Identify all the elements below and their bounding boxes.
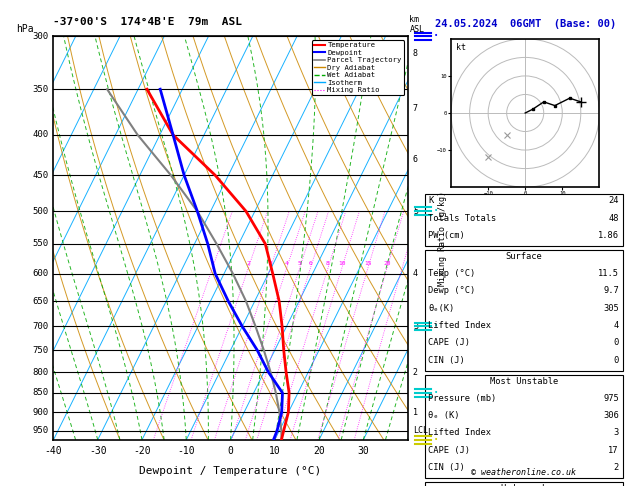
Text: θₑ(K): θₑ(K) (428, 304, 455, 313)
Text: PW (cm): PW (cm) (428, 231, 465, 240)
Text: Pressure (mb): Pressure (mb) (428, 394, 497, 403)
Text: 0: 0 (614, 356, 619, 364)
Text: 11.5: 11.5 (598, 269, 619, 278)
Text: 4: 4 (614, 321, 619, 330)
Text: Totals Totals: Totals Totals (428, 214, 497, 223)
Text: CAPE (J): CAPE (J) (428, 446, 470, 455)
Text: 450: 450 (32, 171, 48, 180)
Text: Hodograph: Hodograph (500, 484, 547, 486)
Text: •: • (434, 437, 438, 443)
Text: K: K (428, 196, 433, 206)
Text: 850: 850 (32, 388, 48, 398)
Text: Most Unstable: Most Unstable (489, 377, 558, 386)
Text: CAPE (J): CAPE (J) (428, 338, 470, 347)
Legend: Temperature, Dewpoint, Parcel Trajectory, Dry Adiabat, Wet Adiabat, Isotherm, Mi: Temperature, Dewpoint, Parcel Trajectory… (311, 40, 404, 95)
Text: •: • (434, 323, 438, 330)
Text: 1: 1 (413, 408, 418, 417)
Text: 2: 2 (247, 261, 250, 266)
Text: 8: 8 (326, 261, 330, 266)
Text: •: • (434, 34, 438, 39)
Text: 24.05.2024  06GMT  (Base: 00): 24.05.2024 06GMT (Base: 00) (435, 19, 616, 30)
Text: 306: 306 (603, 411, 619, 420)
Text: 600: 600 (32, 269, 48, 278)
Text: θₑ (K): θₑ (K) (428, 411, 460, 420)
Text: Lifted Index: Lifted Index (428, 429, 491, 437)
Text: 20: 20 (383, 261, 391, 266)
Text: 975: 975 (603, 394, 619, 403)
Text: 24: 24 (608, 196, 619, 206)
Text: •: • (434, 390, 438, 396)
Text: Mixing Ratio (g/kg): Mixing Ratio (g/kg) (438, 191, 447, 286)
Text: -10: -10 (177, 446, 195, 456)
Text: 650: 650 (32, 296, 48, 306)
Text: 350: 350 (32, 85, 48, 94)
Text: Surface: Surface (505, 252, 542, 261)
Text: -30: -30 (89, 446, 106, 456)
Text: -20: -20 (133, 446, 151, 456)
Text: 1: 1 (211, 261, 214, 266)
Text: 7: 7 (413, 104, 418, 113)
Text: 305: 305 (603, 304, 619, 313)
Text: 300: 300 (32, 32, 48, 41)
Text: 950: 950 (32, 426, 48, 435)
Text: 4: 4 (413, 269, 418, 278)
Text: 9.7: 9.7 (603, 287, 619, 295)
Text: 2: 2 (413, 367, 418, 377)
Text: 6: 6 (413, 155, 418, 164)
Text: 20: 20 (313, 446, 325, 456)
Text: 1.86: 1.86 (598, 231, 619, 240)
Text: 550: 550 (32, 240, 48, 248)
Text: 0: 0 (228, 446, 233, 456)
Text: CIN (J): CIN (J) (428, 463, 465, 472)
Text: km
ASL: km ASL (409, 15, 425, 35)
Text: 8: 8 (413, 49, 418, 58)
Text: 15: 15 (364, 261, 372, 266)
Text: 4: 4 (285, 261, 289, 266)
Text: 3: 3 (269, 261, 272, 266)
Text: 10: 10 (338, 261, 346, 266)
Text: 5: 5 (298, 261, 301, 266)
Text: 5: 5 (413, 207, 418, 216)
Text: 700: 700 (32, 322, 48, 331)
Text: 6: 6 (309, 261, 313, 266)
Text: 0: 0 (614, 338, 619, 347)
Text: 800: 800 (32, 367, 48, 377)
Text: Dewp (°C): Dewp (°C) (428, 287, 476, 295)
Text: 48: 48 (608, 214, 619, 223)
Text: LCL: LCL (413, 426, 428, 435)
Text: -37°00'S  174°4B'E  79m  ASL: -37°00'S 174°4B'E 79m ASL (53, 17, 242, 27)
Text: 10: 10 (269, 446, 281, 456)
Text: 2: 2 (614, 463, 619, 472)
Text: 3: 3 (614, 429, 619, 437)
Text: 400: 400 (32, 130, 48, 139)
Text: kt: kt (455, 43, 465, 52)
Text: 500: 500 (32, 207, 48, 216)
Text: -40: -40 (45, 446, 62, 456)
Text: 900: 900 (32, 408, 48, 417)
Text: CIN (J): CIN (J) (428, 356, 465, 364)
Text: 17: 17 (608, 446, 619, 455)
Text: © weatheronline.co.uk: © weatheronline.co.uk (471, 468, 576, 477)
Text: 750: 750 (32, 346, 48, 355)
Text: •: • (434, 208, 438, 214)
Text: Dewpoint / Temperature (°C): Dewpoint / Temperature (°C) (140, 466, 321, 476)
Text: Temp (°C): Temp (°C) (428, 269, 476, 278)
Text: Lifted Index: Lifted Index (428, 321, 491, 330)
Text: hPa: hPa (16, 24, 34, 35)
Text: 30: 30 (357, 446, 369, 456)
Text: 3: 3 (413, 322, 418, 331)
